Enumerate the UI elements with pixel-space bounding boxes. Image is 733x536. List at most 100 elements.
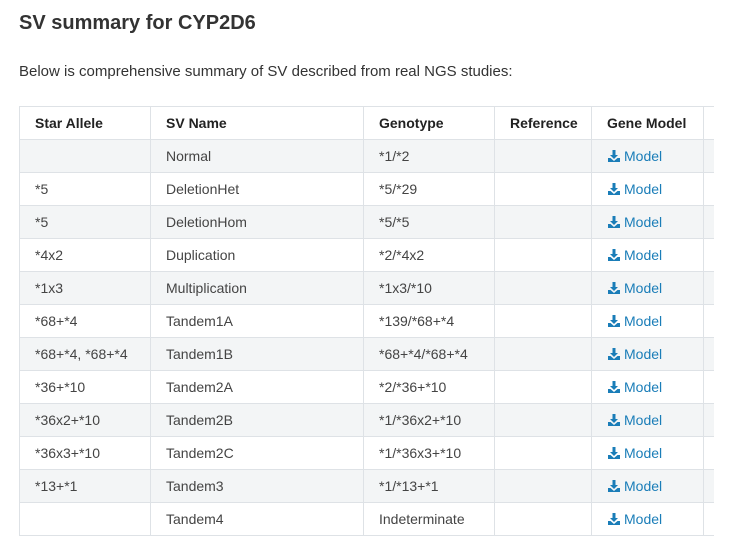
cell-sv-name: DeletionHet (150, 172, 364, 206)
cell-star-allele (19, 502, 151, 536)
table-row: *36x2+*10 Tandem2B *1/*36x2+*10 Model (19, 403, 714, 437)
cell-star-allele: *68+*4 (19, 304, 151, 338)
cell-gene-model: Model (591, 403, 704, 437)
header-sv-name: SV Name (150, 106, 364, 140)
model-link-label: Model (624, 313, 663, 329)
download-model-link[interactable]: Model (608, 181, 662, 197)
download-model-link[interactable]: Model (608, 478, 662, 494)
download-icon (608, 150, 620, 162)
download-icon (608, 282, 620, 294)
cell-reference (494, 205, 592, 239)
cell-genotype: *139/*68+*4 (363, 304, 495, 338)
cell-star-allele: *4x2 (19, 238, 151, 272)
cell-gene-model: Model (591, 205, 704, 239)
download-model-link[interactable]: Model (608, 214, 662, 230)
model-link-label: Model (624, 247, 663, 263)
cell-gene-model: Model (591, 370, 704, 404)
download-icon (608, 447, 620, 459)
cell-reference (494, 469, 592, 503)
cell-gene-model: Model (591, 172, 704, 206)
header-reference: Reference (494, 106, 592, 140)
cell-sv-name: Normal (150, 139, 364, 173)
model-link-label: Model (624, 445, 663, 461)
intro-text: Below is comprehensive summary of SV des… (19, 63, 513, 80)
download-model-link[interactable]: Model (608, 379, 662, 395)
cell-extra (703, 139, 714, 173)
cell-genotype: *1/*13+*1 (363, 469, 495, 503)
cell-sv-name: Tandem4 (150, 502, 364, 536)
download-icon (608, 348, 620, 360)
cell-sv-name: Duplication (150, 238, 364, 272)
cell-genotype: *5/*29 (363, 172, 495, 206)
cell-sv-name: Tandem3 (150, 469, 364, 503)
table-row: *36+*10 Tandem2A *2/*36+*10 Model (19, 370, 714, 404)
cell-extra (703, 469, 714, 503)
cell-sv-name: Tandem2C (150, 436, 364, 470)
download-icon (608, 480, 620, 492)
page-title: SV summary for CYP2D6 (19, 12, 256, 34)
download-model-link[interactable]: Model (608, 148, 662, 164)
cell-star-allele (19, 139, 151, 173)
cell-star-allele: *36x3+*10 (19, 436, 151, 470)
header-star-allele: Star Allele (19, 106, 151, 140)
cell-extra (703, 238, 714, 272)
table-row: *1x3 Multiplication *1x3/*10 Model (19, 271, 714, 305)
cell-reference (494, 436, 592, 470)
download-model-link[interactable]: Model (608, 412, 662, 428)
download-model-link[interactable]: Model (608, 445, 662, 461)
cell-reference (494, 403, 592, 437)
cell-reference (494, 139, 592, 173)
cell-extra (703, 370, 714, 404)
download-model-link[interactable]: Model (608, 346, 662, 362)
cell-genotype: *2/*36+*10 (363, 370, 495, 404)
cell-star-allele: *13+*1 (19, 469, 151, 503)
cell-genotype: *5/*5 (363, 205, 495, 239)
cell-sv-name: Tandem2A (150, 370, 364, 404)
download-icon (608, 183, 620, 195)
model-link-label: Model (624, 478, 663, 494)
table-row: Normal *1/*2 Model (19, 139, 714, 173)
cell-extra (703, 337, 714, 371)
header-gene-model: Gene Model (591, 106, 704, 140)
model-link-label: Model (624, 214, 663, 230)
cell-extra (703, 205, 714, 239)
table-row: *5 DeletionHom *5/*5 Model (19, 205, 714, 239)
table-row: *5 DeletionHet *5/*29 Model (19, 172, 714, 206)
cell-sv-name: Tandem1A (150, 304, 364, 338)
model-link-label: Model (624, 346, 663, 362)
download-model-link[interactable]: Model (608, 247, 662, 263)
download-icon (608, 249, 620, 261)
table-row: *68+*4 Tandem1A *139/*68+*4 Model (19, 304, 714, 338)
model-link-label: Model (624, 412, 663, 428)
cell-extra (703, 271, 714, 305)
cell-star-allele: *36+*10 (19, 370, 151, 404)
table-row: *68+*4, *68+*4 Tandem1B *68+*4/*68+*4 Mo… (19, 337, 714, 371)
cell-gene-model: Model (591, 139, 704, 173)
download-icon (608, 414, 620, 426)
download-model-link[interactable]: Model (608, 313, 662, 329)
cell-genotype: *1/*36x3+*10 (363, 436, 495, 470)
cell-sv-name: DeletionHom (150, 205, 364, 239)
cell-gene-model: Model (591, 271, 704, 305)
sv-summary-table: Star Allele SV Name Genotype Reference G… (19, 106, 714, 536)
download-model-link[interactable]: Model (608, 511, 662, 527)
cell-star-allele: *1x3 (19, 271, 151, 305)
cell-genotype: *1x3/*10 (363, 271, 495, 305)
cell-gene-model: Model (591, 337, 704, 371)
header-genotype: Genotype (363, 106, 495, 140)
cell-sv-name: Tandem2B (150, 403, 364, 437)
cell-star-allele: *5 (19, 205, 151, 239)
table-row: *13+*1 Tandem3 *1/*13+*1 Model (19, 469, 714, 503)
header-extra (703, 106, 714, 140)
cell-extra (703, 502, 714, 536)
cell-reference (494, 271, 592, 305)
table-row: *36x3+*10 Tandem2C *1/*36x3+*10 Model (19, 436, 714, 470)
cell-sv-name: Multiplication (150, 271, 364, 305)
table-row: Tandem4 Indeterminate Model (19, 502, 714, 536)
cell-gene-model: Model (591, 304, 704, 338)
cell-gene-model: Model (591, 436, 704, 470)
cell-gene-model: Model (591, 469, 704, 503)
download-model-link[interactable]: Model (608, 280, 662, 296)
cell-star-allele: *68+*4, *68+*4 (19, 337, 151, 371)
sv-table-container[interactable]: Star Allele SV Name Genotype Reference G… (19, 106, 714, 536)
